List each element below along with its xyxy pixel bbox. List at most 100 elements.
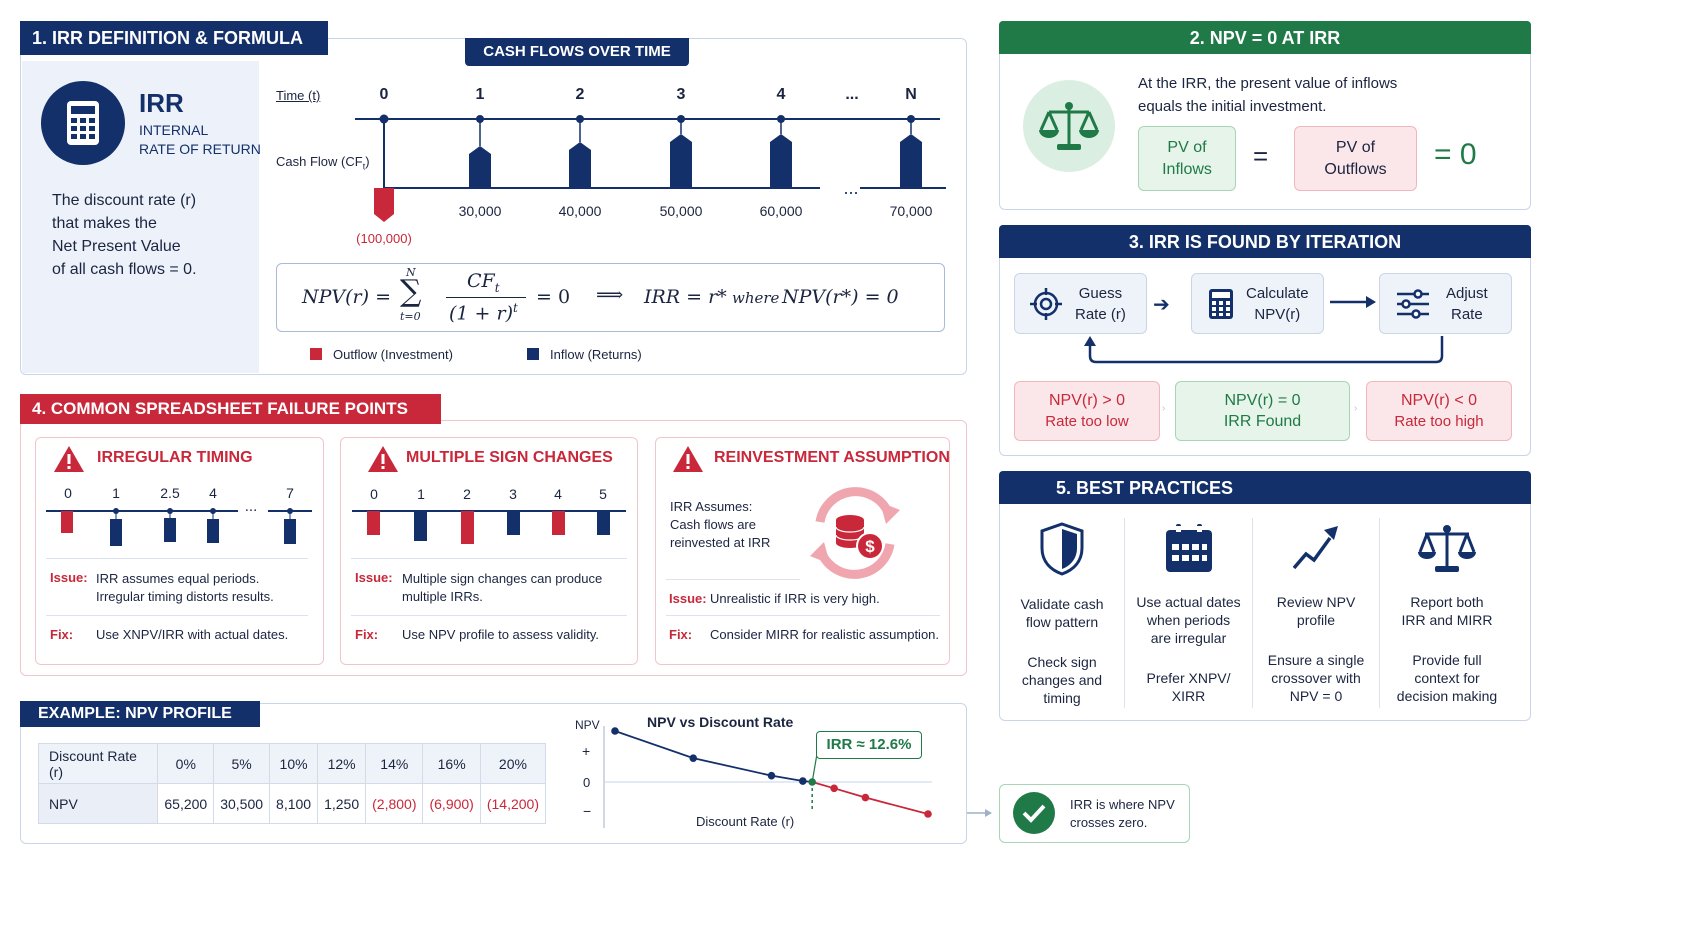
issue-text: Multiple sign changes can produce multip…	[402, 570, 602, 606]
table-cell: Discount Rate (r)	[37, 743, 159, 784]
time-label: Time (t)	[276, 88, 321, 103]
practice-body: NPV = 0	[1289, 688, 1343, 704]
timing-bar	[207, 519, 219, 543]
step-label: Adjust	[1446, 284, 1488, 302]
table-cell: (6,900)	[422, 783, 481, 824]
fraction-bar	[446, 297, 526, 298]
cashflow-value: (100,000)	[356, 231, 412, 246]
cashflow-timeline: ...	[355, 114, 946, 222]
assume-line: Cash flows are	[670, 517, 756, 532]
desc-line: that makes the	[52, 215, 157, 232]
arrow-right-icon	[1330, 292, 1376, 318]
outcome-rate-too-high: NPV(r) < 0 Rate too high	[1366, 381, 1512, 441]
timeline-ellipsis: ...	[843, 178, 858, 198]
npv-series-segment	[771, 774, 803, 782]
legend-outflow: Outflow (Investment)	[333, 347, 453, 362]
pv-outflows-line: Outflows	[1324, 160, 1387, 178]
issue-line: Irregular timing distorts results.	[96, 589, 274, 604]
pv-inflows-line: PV of	[1167, 138, 1207, 156]
table-cell: 12%	[317, 743, 367, 784]
outcome-result: IRR Found	[1223, 413, 1302, 430]
issue-text: IRR assumes equal periods. Irregular tim…	[96, 570, 274, 606]
fix-text: Consider MIRR for realistic assumption.	[710, 627, 940, 642]
formula-num-text: CF	[467, 270, 495, 292]
timing-tick: ...	[244, 498, 258, 515]
trend-icon	[1292, 526, 1338, 570]
fix-text: Use XNPV/IRR with actual dates.	[96, 627, 289, 642]
section2-header: 2. NPV = 0 AT IRR	[999, 21, 1531, 54]
table-cell: 30,500	[213, 783, 271, 824]
npv-point-6	[924, 810, 932, 818]
desc-line: Net Present Value	[52, 238, 181, 255]
sign-bar	[414, 511, 427, 541]
time-tick: 4	[776, 86, 786, 103]
table-cell: 8,100	[269, 783, 319, 824]
sign-bar	[597, 511, 610, 535]
calculator-small-icon	[1209, 288, 1233, 319]
issue-line: multiple IRRs.	[402, 589, 483, 604]
sign-tick: 3	[509, 486, 517, 502]
practice-head: profile	[1296, 612, 1336, 628]
iteration-loop-arrow	[1084, 336, 1444, 364]
pv-result: = 0	[1434, 138, 1477, 171]
sign-bar	[507, 511, 520, 535]
cashflow-label-text: Cash Flow (CF	[276, 154, 363, 169]
formula-numerator: CFt	[467, 270, 500, 295]
npv-point-4	[830, 784, 838, 793]
arrow-right-icon: ➔	[1153, 294, 1170, 316]
npv-point-2	[767, 771, 776, 780]
sign-tick: 4	[554, 486, 562, 502]
chart-ytick: −	[583, 803, 592, 819]
practice-body: Prefer XNPV/	[1146, 670, 1231, 686]
practice-head: flow pattern	[1025, 614, 1099, 630]
fix-label: Fix:	[355, 627, 379, 642]
chart-ytick: +	[582, 743, 591, 759]
guess-rate-step: Guess Rate (r)	[1014, 273, 1147, 334]
divider	[666, 579, 800, 580]
irr-subtitle-1: INTERNAL	[139, 122, 209, 138]
practice-body: Provide full	[1412, 652, 1482, 668]
irr-callout: IRR ≈ 12.6%	[816, 731, 922, 759]
outcome-condition: NPV(r) > 0	[1048, 392, 1125, 409]
timing-tick: 4	[209, 485, 217, 501]
cashflow-value: 60,000	[759, 203, 803, 219]
time-tick: ...	[845, 86, 859, 103]
arrow-right-icon	[967, 806, 993, 825]
practice-head: IRR and MIRR	[1401, 612, 1493, 628]
table-cell: NPV	[37, 783, 159, 824]
irr-title: IRR	[139, 88, 184, 118]
section2-text-line: equals the initial investment.	[1138, 98, 1327, 115]
time-tick: N	[905, 86, 917, 103]
cashflow-value: 70,000	[889, 203, 933, 219]
table-cell: 0%	[157, 743, 215, 784]
practice-body: decision making	[1396, 688, 1498, 704]
practice-body: changes and	[1021, 672, 1103, 688]
npv-point-5	[861, 793, 870, 802]
formula-rhs1: IRR = r*	[644, 286, 727, 308]
table-cell: 16%	[422, 743, 481, 784]
divider	[351, 558, 627, 559]
warning-icon	[367, 445, 399, 478]
formula-den-text: (1 + r)	[449, 302, 513, 325]
sign-changes-diagram	[352, 510, 626, 544]
section4-header: 4. COMMON SPREADSHEET FAILURE POINTS	[20, 394, 441, 424]
step-label: Rate (r)	[1075, 305, 1126, 323]
npv-series-segment	[811, 781, 835, 790]
outcome-rate-too-low: NPV(r) > 0 Rate too low	[1014, 381, 1160, 441]
npv-formula: NPV(r) = N ∑ t=0 CFt (1 + r)t = 0 ⟹ IRR …	[302, 266, 942, 328]
section3-header: 3. IRR IS FOUND BY ITERATION	[999, 225, 1531, 258]
irr-subtitle-2: RATE OF RETURN	[139, 141, 261, 157]
pv-outflows-box: PV of Outflows	[1294, 126, 1417, 191]
table-cell: 20%	[479, 743, 547, 784]
best-practice-validate: Validate cash flow pattern Check sign ch…	[1000, 522, 1124, 707]
npv-point-1	[689, 754, 698, 762]
failure-title: MULTIPLE SIGN CHANGES	[406, 449, 613, 466]
npv-formula-box	[276, 263, 945, 332]
issue-label: Issue:	[50, 570, 88, 585]
table-cell: 14%	[365, 743, 424, 784]
check-icon	[1013, 792, 1055, 839]
formula-denominator: (1 + r)t	[449, 301, 518, 324]
reinvestment-assumption-text: IRR Assumes: Cash flows are reinvested a…	[670, 498, 770, 552]
time-tick: 3	[676, 86, 686, 103]
cashflow-value: 50,000	[659, 203, 703, 219]
